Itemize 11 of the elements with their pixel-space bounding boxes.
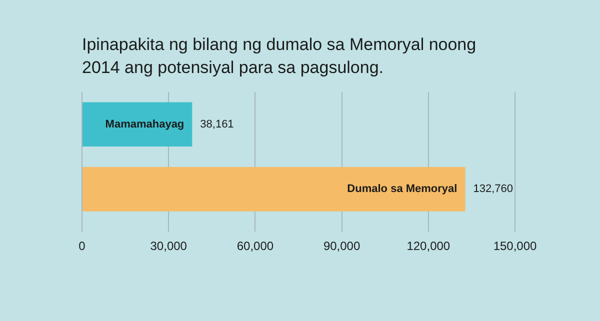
y-tick-label: Mamamahayag [105, 118, 184, 130]
x-tick-label: 0 [78, 239, 86, 254]
data-label: 38,161 [200, 118, 234, 130]
x-tick-label: 60,000 [236, 239, 274, 254]
x-tick-label: 90,000 [323, 239, 360, 254]
data-label: 132,760 [473, 183, 513, 196]
y-tick-label: Dumalo sa Memoryal [347, 183, 458, 196]
x-tick-label: 120,000 [406, 239, 450, 254]
x-tick-label: 150,000 [493, 239, 538, 254]
x-tick-label: 30,000 [150, 239, 188, 254]
chart-title: Ipinapakita ng bilang ng dumalo sa Memoryal noong 2014 ang potensiyal para sa pagsulong. [82, 34, 478, 79]
